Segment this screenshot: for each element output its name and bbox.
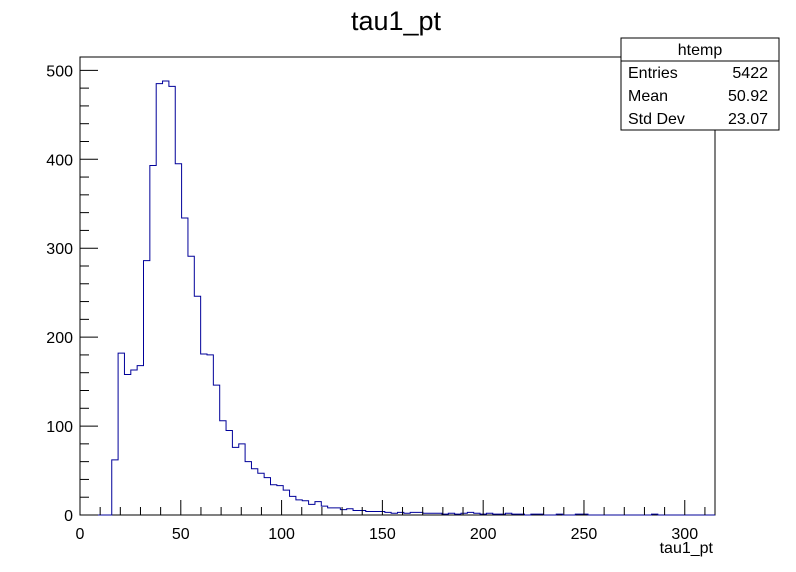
stats-mean-label: Mean bbox=[628, 88, 668, 105]
histogram-bin bbox=[315, 502, 321, 515]
stats-std-label: Std Dev bbox=[628, 111, 685, 128]
x-tick-label: 100 bbox=[268, 526, 295, 543]
stats-box-frame bbox=[620, 37, 780, 131]
histogram-bin bbox=[340, 510, 346, 515]
histogram-bin bbox=[378, 511, 384, 515]
stats-box: htemp Entries 5422 Mean 50.92 Std Dev 23… bbox=[620, 37, 780, 131]
y-tick-label: 100 bbox=[46, 419, 73, 436]
histogram-bin bbox=[207, 355, 213, 515]
x-tick-label: 150 bbox=[369, 526, 396, 543]
histogram-bin bbox=[277, 486, 283, 515]
y-tick-label: 500 bbox=[46, 63, 73, 80]
histogram-bin bbox=[175, 164, 181, 515]
x-axis-title: tau1_pt bbox=[660, 540, 714, 557]
histogram-bin bbox=[156, 84, 162, 515]
x-tick-label: 300 bbox=[671, 526, 698, 543]
x-axis: 0 50 100 150 200 250 300 bbox=[76, 500, 706, 543]
y-tick-label: 300 bbox=[46, 241, 73, 258]
histogram-bin bbox=[220, 421, 226, 515]
histogram-bin bbox=[251, 469, 257, 515]
histogram-bin bbox=[328, 508, 334, 515]
histogram-bin bbox=[334, 508, 340, 515]
histogram-bin bbox=[283, 490, 289, 515]
histogram-bin bbox=[245, 462, 251, 515]
stats-std-value: 23.07 bbox=[728, 111, 768, 128]
histogram-bin bbox=[118, 353, 124, 515]
y-tick-label: 400 bbox=[46, 152, 73, 169]
histogram-bin bbox=[213, 385, 219, 515]
histogram-outline bbox=[80, 80, 715, 516]
stats-mean-value: 50.92 bbox=[728, 88, 768, 105]
histogram-bin bbox=[144, 261, 150, 515]
histogram-bin bbox=[226, 431, 232, 515]
histogram-bin bbox=[112, 460, 118, 515]
histogram-bin bbox=[232, 447, 238, 515]
stats-entries-value: 5422 bbox=[732, 65, 768, 82]
histogram-bin bbox=[169, 86, 175, 515]
histogram-bin bbox=[347, 509, 353, 515]
histogram-bin bbox=[372, 511, 378, 515]
histogram-bin bbox=[290, 496, 296, 515]
plot-frame bbox=[79, 56, 716, 516]
histogram-bin bbox=[264, 478, 270, 515]
histogram-bin bbox=[309, 504, 315, 515]
y-axis: 0 100 200 300 400 500 bbox=[46, 63, 98, 525]
histogram-bin bbox=[137, 366, 143, 515]
histogram-bin bbox=[194, 296, 200, 515]
histogram-bin bbox=[163, 81, 169, 515]
chart-title: tau1_pt bbox=[351, 6, 442, 36]
x-tick-label: 200 bbox=[470, 526, 497, 543]
x-tick-label: 250 bbox=[571, 526, 598, 543]
histogram-bin bbox=[131, 370, 137, 515]
stats-box-name: htemp bbox=[678, 42, 723, 59]
histogram-bin bbox=[188, 256, 194, 515]
histogram-bin bbox=[271, 485, 277, 515]
y-tick-label: 200 bbox=[46, 330, 73, 347]
histogram-bin bbox=[366, 511, 372, 515]
histogram-bin bbox=[150, 166, 156, 516]
histogram-bin bbox=[124, 374, 130, 515]
histogram-bin bbox=[353, 511, 359, 515]
y-tick-label: 0 bbox=[64, 508, 73, 525]
histogram-bin bbox=[302, 501, 308, 515]
histogram-bin bbox=[182, 218, 188, 515]
stats-entries-label: Entries bbox=[628, 65, 678, 82]
histogram-bin bbox=[201, 354, 207, 515]
x-tick-label: 0 bbox=[76, 526, 85, 543]
x-tick-label: 50 bbox=[172, 526, 190, 543]
histogram-bin bbox=[239, 444, 245, 515]
